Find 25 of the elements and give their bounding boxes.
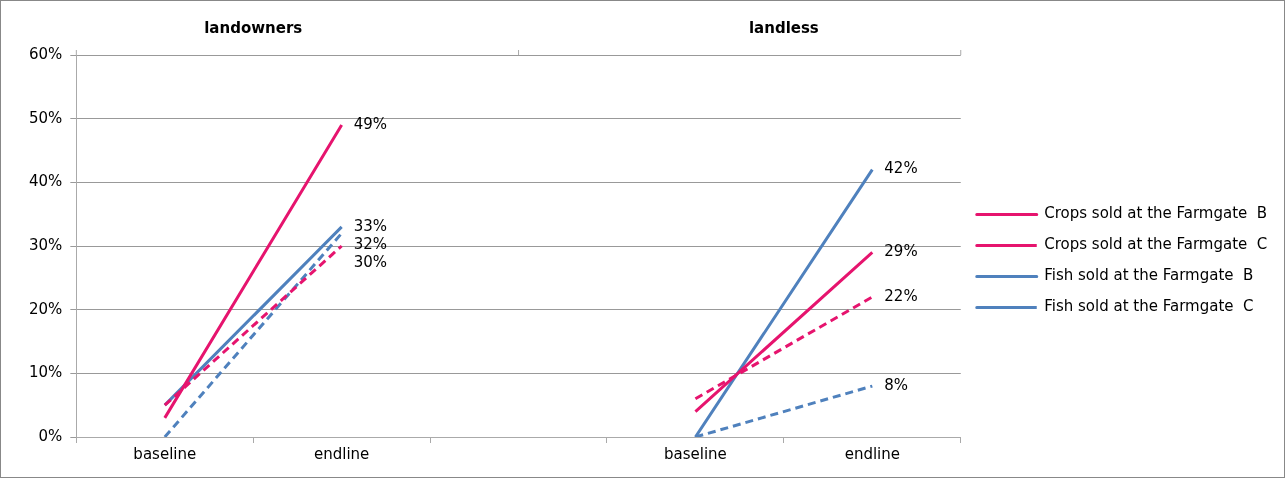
x-tick-label: baseline [133,444,197,463]
data-label: 33% [353,216,388,235]
data-label: 32% [353,234,388,253]
y-tick-label: 10% [29,363,63,382]
x-tick-label: baseline [664,444,727,463]
y-tick-label: 30% [29,235,63,254]
y-tick-label: 20% [29,299,63,318]
data-label: 42% [884,159,918,178]
y-tick-label: 50% [29,108,63,127]
legend-label: Crops sold at the Farmgate C [1044,235,1268,254]
data-label: 8% [884,375,909,394]
text: landless [748,18,819,37]
legend-label: Fish sold at the Farmgate C [1044,297,1254,316]
legend-label: Fish sold at the Farmgate B [1044,266,1254,285]
y-tick-label: 40% [29,172,63,191]
x-tick-label: endline [314,444,370,463]
text: landowners [204,18,303,37]
data-label: 29% [884,242,918,261]
legend-label: Crops sold at the Farmgate B [1044,204,1268,223]
data-label: 22% [884,286,918,305]
y-tick-label: 0% [38,426,63,445]
data-label: 49% [353,114,388,133]
data-label: 30% [353,252,388,271]
x-tick-label: endline [844,444,900,463]
y-tick-label: 60% [29,44,63,63]
